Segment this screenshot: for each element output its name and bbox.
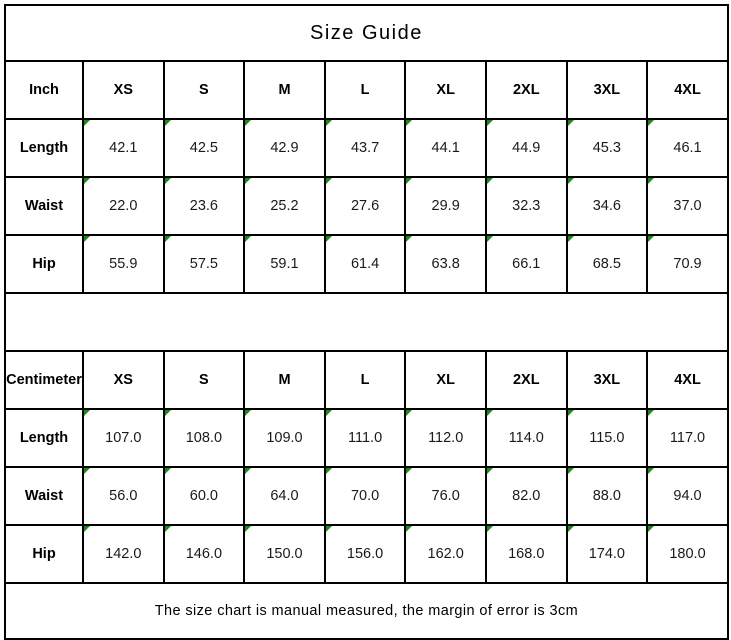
row-label-waist: Waist bbox=[4, 466, 84, 526]
size-header-l: L bbox=[323, 60, 407, 120]
cell-hip-3xl: 174.0 bbox=[565, 524, 649, 584]
table-row: Hip 55.9 57.5 59.1 61.4 63.8 66.1 68.5 70.9 bbox=[4, 234, 729, 294]
cell-hip-l: 61.4 bbox=[323, 234, 407, 294]
cell-length-xs: 107.0 bbox=[82, 408, 165, 468]
cell-hip-4xl: 70.9 bbox=[646, 234, 729, 294]
cell-length-l: 111.0 bbox=[323, 408, 407, 468]
cell-hip-s: 57.5 bbox=[162, 234, 246, 294]
size-header-xs: XS bbox=[82, 60, 165, 120]
cell-hip-m: 59.1 bbox=[243, 234, 326, 294]
size-header-s: S bbox=[162, 60, 246, 120]
cell-waist-m: 64.0 bbox=[243, 466, 326, 526]
cell-hip-xs: 55.9 bbox=[82, 234, 165, 294]
cell-length-xl: 44.1 bbox=[404, 118, 487, 178]
size-guide-body: Size Guide Inch XS S M L XL 2XL 3XL 4XL Length 42.… bbox=[4, 4, 729, 640]
cell-waist-xl: 76.0 bbox=[404, 466, 487, 526]
cell-length-m: 109.0 bbox=[243, 408, 326, 468]
size-header-xl: XL bbox=[404, 60, 487, 120]
cell-waist-4xl: 94.0 bbox=[646, 466, 729, 526]
table-row: Hip 142.0 146.0 150.0 156.0 162.0 168.0 174.0 18… bbox=[4, 524, 729, 584]
cell-length-s: 42.5 bbox=[162, 118, 246, 178]
cell-length-4xl: 117.0 bbox=[646, 408, 729, 468]
cell-hip-4xl: 180.0 bbox=[646, 524, 729, 584]
cell-waist-s: 60.0 bbox=[162, 466, 246, 526]
row-label-hip: Hip bbox=[4, 234, 84, 294]
size-header-l: L bbox=[323, 350, 407, 410]
title-row: Size Guide bbox=[4, 4, 729, 62]
size-header-xl: XL bbox=[404, 350, 487, 410]
cell-length-s: 108.0 bbox=[162, 408, 246, 468]
row-label-length: Length bbox=[4, 118, 84, 178]
cell-hip-2xl: 66.1 bbox=[484, 234, 568, 294]
cell-waist-2xl: 82.0 bbox=[484, 466, 568, 526]
cell-waist-3xl: 34.6 bbox=[565, 176, 649, 236]
cell-waist-s: 23.6 bbox=[162, 176, 246, 236]
cell-hip-l: 156.0 bbox=[323, 524, 407, 584]
cell-waist-xs: 56.0 bbox=[82, 466, 165, 526]
size-header-2xl: 2XL bbox=[484, 60, 568, 120]
cell-hip-2xl: 168.0 bbox=[484, 524, 568, 584]
size-header-m: M bbox=[243, 60, 326, 120]
cell-hip-m: 150.0 bbox=[243, 524, 326, 584]
size-header-2xl: 2XL bbox=[484, 350, 568, 410]
cell-length-m: 42.9 bbox=[243, 118, 326, 178]
cell-waist-3xl: 88.0 bbox=[565, 466, 649, 526]
size-guide-sheet: Size Guide Inch XS S M L XL 2XL 3XL 4XL Length 42.… bbox=[4, 4, 729, 640]
footer-note: The size chart is manual measured, the m… bbox=[4, 582, 729, 640]
table-row: Length 42.1 42.5 42.9 43.7 44.1 44.9 45.3 46.1 bbox=[4, 118, 729, 178]
table-spacer-cell bbox=[4, 292, 729, 352]
cell-waist-xs: 22.0 bbox=[82, 176, 165, 236]
cell-length-4xl: 46.1 bbox=[646, 118, 729, 178]
size-header-xs: XS bbox=[82, 350, 165, 410]
cell-length-3xl: 45.3 bbox=[565, 118, 649, 178]
table-header-row: Inch XS S M L XL 2XL 3XL 4XL bbox=[4, 60, 729, 120]
table-header-row: Centimeter XS S M L XL 2XL 3XL 4XL bbox=[4, 350, 729, 410]
size-header-4xl: 4XL bbox=[646, 350, 729, 410]
table-row: Waist 22.0 23.6 25.2 27.6 29.9 32.3 34.6 37.0 bbox=[4, 176, 729, 236]
size-header-3xl: 3XL bbox=[565, 60, 649, 120]
cell-length-l: 43.7 bbox=[323, 118, 407, 178]
row-label-hip: Hip bbox=[4, 524, 84, 584]
row-label-waist: Waist bbox=[4, 176, 84, 236]
cell-hip-3xl: 68.5 bbox=[565, 234, 649, 294]
cell-length-2xl: 44.9 bbox=[484, 118, 568, 178]
size-header-3xl: 3XL bbox=[565, 350, 649, 410]
cell-length-xl: 112.0 bbox=[404, 408, 487, 468]
unit-header-cell: Inch bbox=[4, 60, 84, 120]
page-title: Size Guide bbox=[4, 4, 729, 62]
row-label-length: Length bbox=[4, 408, 84, 468]
cell-waist-m: 25.2 bbox=[243, 176, 326, 236]
cell-waist-xl: 29.9 bbox=[404, 176, 487, 236]
table-row: Waist 56.0 60.0 64.0 70.0 76.0 82.0 88.0 94.0 bbox=[4, 466, 729, 526]
cell-hip-xl: 63.8 bbox=[404, 234, 487, 294]
size-guide-table: Size Guide Inch XS S M L XL 2XL 3XL 4XL Length 42.… bbox=[4, 4, 729, 640]
cell-length-xs: 42.1 bbox=[82, 118, 165, 178]
cell-hip-s: 146.0 bbox=[162, 524, 246, 584]
size-header-4xl: 4XL bbox=[646, 60, 729, 120]
size-header-s: S bbox=[162, 350, 246, 410]
cell-waist-l: 70.0 bbox=[323, 466, 407, 526]
cell-waist-4xl: 37.0 bbox=[646, 176, 729, 236]
footer-row: The size chart is manual measured, the m… bbox=[4, 582, 729, 640]
table-spacer-row bbox=[4, 292, 729, 352]
cell-waist-2xl: 32.3 bbox=[484, 176, 568, 236]
cell-length-3xl: 115.0 bbox=[565, 408, 649, 468]
unit-header-cell: Centimeter bbox=[4, 350, 84, 410]
cell-length-2xl: 114.0 bbox=[484, 408, 568, 468]
cell-waist-l: 27.6 bbox=[323, 176, 407, 236]
cell-hip-xl: 162.0 bbox=[404, 524, 487, 584]
cell-hip-xs: 142.0 bbox=[82, 524, 165, 584]
table-row: Length 107.0 108.0 109.0 111.0 112.0 114.0 115.… bbox=[4, 408, 729, 468]
size-header-m: M bbox=[243, 350, 326, 410]
